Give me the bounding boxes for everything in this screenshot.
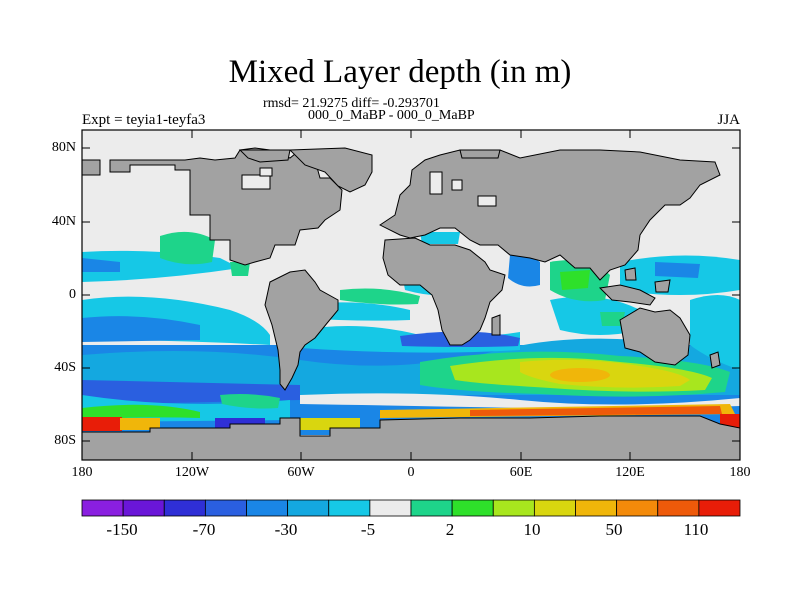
- x-tick-label: 120E: [615, 465, 645, 480]
- rmsd-text: rmsd= 21.9275 diff= -0.293701: [263, 96, 440, 111]
- colorbar-box: [657, 499, 700, 517]
- colorbar-box: [204, 499, 247, 517]
- axis-ticks: [81, 130, 741, 460]
- colorbar: [81, 499, 741, 517]
- land-eurasia: [379, 149, 721, 281]
- colorbar-label: 10: [523, 520, 541, 539]
- land-greenland: [288, 147, 373, 193]
- land-south-america: [264, 269, 339, 391]
- land-masses: [81, 147, 741, 461]
- x-tick-label: 180: [71, 465, 93, 480]
- colorbar-label: 2: [445, 520, 455, 539]
- colorbar-label: -70: [192, 520, 216, 539]
- colorbar-box: [122, 499, 165, 517]
- land-australia: [619, 307, 691, 366]
- colorbar-label: -5: [360, 520, 376, 539]
- colorbar-label: -30: [274, 520, 298, 539]
- x-tick-label: 120W: [174, 465, 210, 480]
- y-tick-label: 80N: [51, 140, 76, 155]
- map-plot: [81, 129, 741, 461]
- compare-text: 000_0_MaBP - 000_0_MaBP: [308, 108, 475, 123]
- colorbar-box: [451, 499, 494, 517]
- colorbar-box: [328, 499, 371, 517]
- colorbar-box: [533, 499, 576, 517]
- x-tick-label: 180: [729, 465, 751, 480]
- x-tick-label: 60E: [509, 465, 533, 480]
- colorbar-box: [575, 499, 618, 517]
- land-indonesia: [598, 284, 656, 306]
- southern-subtropics-field: [82, 295, 740, 370]
- colorbar-box: [369, 499, 412, 517]
- lakes: [241, 167, 497, 207]
- colorbar-label: 110: [683, 520, 709, 539]
- southern-ocean-field: [82, 338, 740, 435]
- colorbar-box: [81, 499, 124, 517]
- colorbar-box: [616, 499, 659, 517]
- x-tick-label: 0: [407, 465, 415, 480]
- map-title: Mixed Layer depth (in m): [228, 54, 572, 90]
- colorbar-box: [410, 499, 453, 517]
- colorbar-label: 50: [605, 520, 623, 539]
- land-antarctica: [81, 415, 741, 461]
- land-north-islands: [238, 149, 291, 163]
- y-tick-label: 80S: [54, 433, 76, 448]
- land-north-america: [109, 147, 343, 266]
- x-tick-label: 60W: [287, 465, 315, 480]
- experiment-label: Expt = teyia1-teyfa3: [82, 112, 206, 128]
- land-africa: [382, 237, 506, 346]
- colorbar-box: [698, 499, 741, 517]
- y-tick-label: 40S: [54, 360, 76, 375]
- colorbar-box: [492, 499, 535, 517]
- colorbar-label: -150: [106, 520, 138, 539]
- y-tick-label: 0: [69, 287, 76, 302]
- colorbar-box: [287, 499, 330, 517]
- colorbar-box: [163, 499, 206, 517]
- colorbar-box: [246, 499, 289, 517]
- season-label: JJA: [717, 112, 740, 128]
- y-tick-label: 40N: [51, 214, 76, 229]
